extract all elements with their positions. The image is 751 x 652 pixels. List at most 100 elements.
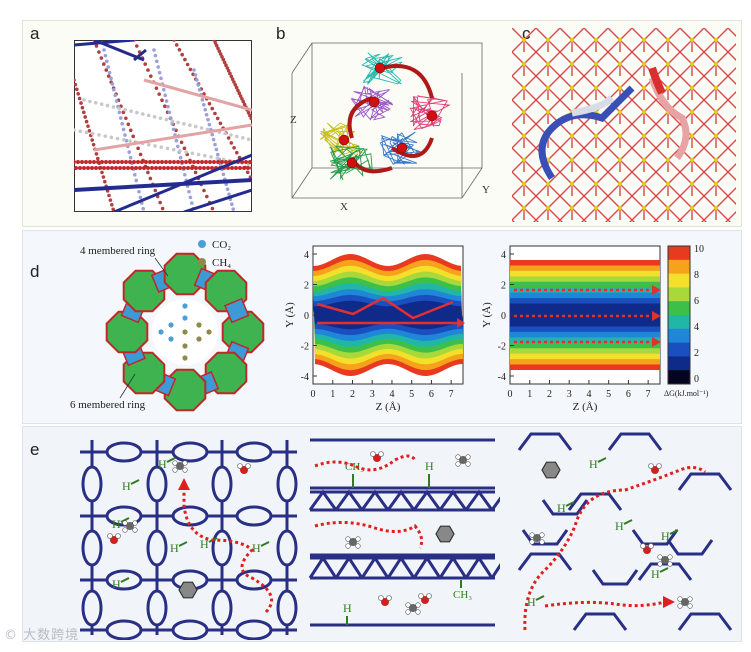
atom-dot xyxy=(224,63,228,67)
atom-dot xyxy=(76,92,80,96)
atom-dot xyxy=(154,86,159,90)
lattice-atom xyxy=(665,181,671,187)
x-tick-label: 4 xyxy=(586,389,591,400)
lattice-bond xyxy=(727,219,731,222)
methane-molecule xyxy=(349,538,357,546)
y-tick-label: 4 xyxy=(304,250,309,261)
four-membered-ring-label: 4 membered ring xyxy=(80,245,156,257)
h-label: H xyxy=(170,541,179,555)
atom-dot xyxy=(114,99,119,103)
atom-dot xyxy=(84,130,89,135)
atom-dot xyxy=(190,201,194,205)
lattice-atom xyxy=(665,85,671,91)
framework-window xyxy=(235,569,273,591)
diffusion-path xyxy=(314,454,417,472)
panel-a-label: a xyxy=(30,24,40,43)
x-axis-label: Z (Å) xyxy=(376,401,401,413)
atom-dot xyxy=(98,166,102,170)
lattice-atom xyxy=(569,61,575,67)
atom-dot xyxy=(200,160,204,164)
atom-dot xyxy=(113,93,117,98)
atom-dot xyxy=(99,56,104,60)
atom-dot xyxy=(119,116,123,120)
h-bond xyxy=(623,519,633,525)
atom-dot xyxy=(149,74,153,78)
hydrogen-atom xyxy=(237,463,243,469)
lattice-atom xyxy=(545,205,551,211)
atom-dot xyxy=(228,71,232,76)
atom-dot xyxy=(152,48,156,52)
hydrogen-atom xyxy=(378,451,384,457)
atom-dot xyxy=(91,142,96,147)
atom-dot xyxy=(126,122,131,127)
panel-a-framework-image xyxy=(74,40,252,212)
atom-dot xyxy=(174,166,178,170)
colorbar-tick-label: 4 xyxy=(694,322,699,333)
atom-dot xyxy=(188,160,192,164)
atom-dot xyxy=(225,187,230,192)
lattice-atom xyxy=(545,61,551,67)
atom-dot xyxy=(78,166,82,170)
atom-dot xyxy=(180,160,184,164)
x-tick-label: 3 xyxy=(370,389,375,400)
colorbar-segment xyxy=(668,273,690,288)
atom-dot xyxy=(79,101,83,105)
h-bond xyxy=(597,457,607,463)
atom-dot xyxy=(97,133,101,137)
atom-dot xyxy=(99,102,104,106)
water-molecule xyxy=(110,536,118,544)
atom-dot xyxy=(229,133,233,137)
atom-dot xyxy=(100,160,104,164)
atom-dot xyxy=(236,88,240,93)
lattice-bond xyxy=(727,147,736,173)
hydrogen-atom xyxy=(529,539,535,545)
framework-window xyxy=(81,529,103,567)
atom-dot xyxy=(232,146,236,150)
x-tick-label: 2 xyxy=(350,389,355,400)
hydrogen-atom xyxy=(172,460,178,466)
atom-dot xyxy=(196,160,200,164)
h-bond xyxy=(535,595,545,601)
water-molecule xyxy=(381,598,389,606)
hydrogen-atom xyxy=(172,467,178,473)
colorbar-segment xyxy=(668,370,690,385)
atom-dot xyxy=(133,172,137,177)
watermark: © 大数跨境 xyxy=(4,628,80,643)
atom-dot xyxy=(187,189,191,194)
diffusion-path xyxy=(544,600,666,608)
framework-window xyxy=(171,441,209,463)
atom-dot xyxy=(146,142,151,147)
atom-dot xyxy=(134,166,138,170)
lattice-bond xyxy=(727,28,736,53)
channel-wall xyxy=(517,432,573,451)
x-tick-label: 2 xyxy=(547,389,552,400)
atom-dot xyxy=(160,160,164,164)
h-label: H xyxy=(589,457,598,471)
methane-molecule xyxy=(409,604,417,612)
lattice-bond xyxy=(727,51,736,77)
atom-dot xyxy=(74,78,76,82)
hydrogen-atom xyxy=(529,532,535,538)
atom-dot xyxy=(240,136,245,140)
lattice-bond xyxy=(727,123,736,149)
h-bond xyxy=(260,541,270,547)
panel-e-label: e xyxy=(30,440,40,459)
framework-window xyxy=(81,465,103,503)
atom-dot xyxy=(246,166,250,170)
atom-dot xyxy=(123,108,127,112)
atom-dot xyxy=(202,188,206,193)
panel-d-ring-structure: 4 membered ring 6 membered ring CO₂ CH₄ xyxy=(70,239,265,412)
water-molecule xyxy=(240,466,248,474)
hydrogen-atom xyxy=(182,467,188,473)
atom-dot xyxy=(135,44,139,48)
atom-dot xyxy=(75,87,79,92)
lattice-atom xyxy=(641,61,647,67)
atom-dot xyxy=(96,156,100,161)
framework-window xyxy=(105,441,143,463)
hydrogen-atom xyxy=(677,596,683,602)
hydrogen-atom xyxy=(687,603,693,609)
atom-dot xyxy=(188,123,192,127)
atom-dot xyxy=(100,170,104,175)
hydrogen-atom xyxy=(539,539,545,545)
lattice-atom xyxy=(617,133,623,139)
